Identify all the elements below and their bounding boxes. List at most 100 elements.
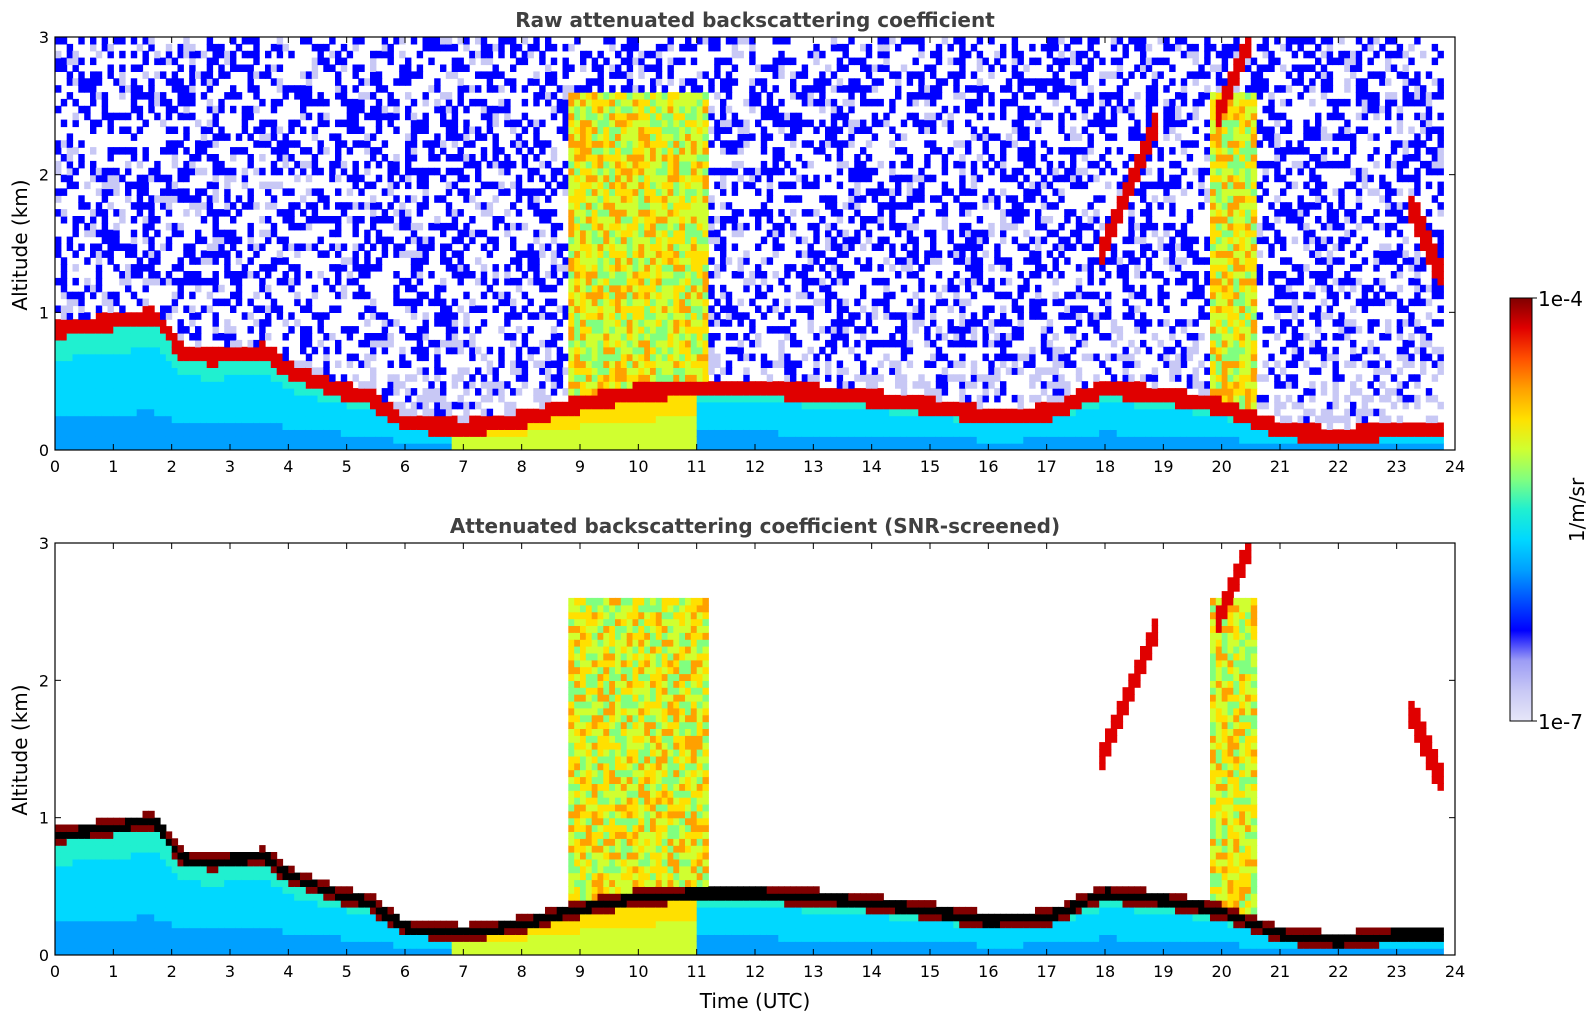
heatmap-cell: [772, 305, 779, 313]
heatmap-cell: [475, 436, 482, 444]
heatmap-cell: [259, 443, 266, 450]
heatmap-cell: [428, 381, 435, 389]
heatmap-cell: [696, 216, 704, 224]
heatmap-cell: [171, 333, 179, 341]
heatmap-cell: [352, 43, 359, 52]
heatmap-cell: [195, 394, 202, 403]
heatmap-cell: [597, 374, 604, 382]
heatmap-cell: [673, 147, 680, 155]
heatmap-cell: [731, 188, 739, 196]
heatmap-cell: [428, 236, 435, 245]
heatmap-cell: [405, 167, 412, 176]
heatmap-cell: [778, 71, 785, 79]
heatmap-cell: [550, 374, 558, 382]
heatmap-cell: [574, 112, 581, 121]
heatmap-cell: [451, 126, 459, 134]
heatmap-cell: [492, 271, 499, 279]
heatmap-cell: [142, 394, 149, 403]
heatmap-cell: [107, 388, 114, 396]
heatmap-cell: [475, 443, 482, 450]
heatmap-cell: [498, 422, 505, 430]
heatmap-cell: [515, 119, 523, 128]
heatmap-cell: [195, 229, 202, 238]
heatmap-cell: [276, 43, 284, 52]
heatmap-cell: [364, 140, 371, 148]
heatmap-cell: [305, 271, 313, 279]
heatmap-cell: [667, 174, 674, 183]
heatmap-cell: [673, 250, 680, 258]
heatmap-cell: [265, 381, 272, 389]
heatmap-cell: [609, 188, 616, 196]
heatmap-cell: [125, 415, 132, 424]
heatmap-cell: [644, 436, 651, 444]
heatmap-cell: [638, 264, 645, 272]
heatmap-cell: [323, 394, 330, 403]
heatmap-cell: [364, 339, 371, 348]
heatmap-cell: [148, 429, 155, 437]
heatmap-cell: [807, 250, 814, 258]
heatmap-cell: [60, 436, 68, 444]
heatmap-cell: [230, 147, 237, 155]
heatmap-cell: [358, 243, 365, 251]
heatmap-cell: [480, 112, 488, 121]
heatmap-cell: [580, 160, 587, 169]
heatmap-cell: [399, 78, 406, 86]
heatmap-cell: [165, 112, 173, 121]
heatmap-cell: [696, 98, 704, 107]
heatmap-cell: [655, 243, 663, 251]
heatmap-cell: [708, 284, 715, 293]
heatmap-cell: [352, 250, 359, 258]
heatmap-cell: [352, 202, 359, 210]
heatmap-cell: [230, 277, 237, 286]
heatmap-cell: [510, 298, 517, 307]
heatmap-cell: [375, 98, 383, 107]
heatmap-cell: [90, 408, 97, 417]
heatmap-cell: [702, 126, 709, 134]
heatmap-cell: [154, 250, 161, 258]
heatmap-cell: [609, 353, 616, 362]
heatmap-cell: [177, 43, 184, 52]
heatmap-cell: [60, 443, 68, 450]
heatmap-cell: [142, 305, 149, 313]
heatmap-cell: [644, 422, 651, 430]
heatmap-cell: [183, 367, 190, 375]
heatmap-cell: [615, 360, 622, 368]
heatmap-cell: [189, 43, 196, 52]
heatmap-cell: [510, 415, 517, 424]
heatmap-cell: [66, 333, 74, 341]
heatmap-cell: [247, 257, 254, 265]
heatmap-cell: [475, 133, 482, 141]
heatmap-cell: [486, 436, 494, 444]
heatmap-cell: [381, 216, 389, 224]
heatmap-cell: [515, 436, 523, 444]
heatmap-cell: [253, 388, 260, 396]
heatmap-cell: [702, 216, 709, 224]
heatmap-cell: [737, 339, 744, 348]
heatmap-cell: [725, 291, 733, 300]
heatmap-cell: [574, 167, 581, 176]
heatmap-cell: [78, 71, 85, 79]
heatmap-cell: [480, 98, 488, 107]
heatmap-cell: [486, 160, 494, 169]
heatmap-cell: [568, 85, 575, 93]
heatmap-cell: [428, 388, 435, 396]
heatmap-cell: [725, 367, 733, 375]
heatmap-cell: [644, 353, 651, 362]
heatmap-cell: [125, 436, 132, 444]
heatmap-cell: [282, 346, 289, 355]
heatmap-cell: [329, 388, 336, 396]
heatmap-cell: [428, 422, 435, 430]
heatmap-cell: [655, 388, 663, 396]
heatmap-cell: [650, 92, 657, 100]
heatmap-cell: [370, 222, 377, 231]
heatmap-cell: [259, 126, 266, 134]
heatmap-cell: [603, 443, 610, 450]
heatmap-cell: [235, 388, 243, 396]
heatmap-cell: [667, 422, 674, 430]
heatmap-cell: [235, 236, 243, 245]
heatmap-cell: [230, 401, 237, 410]
heatmap-cell: [650, 209, 657, 217]
heatmap-cell: [323, 333, 330, 341]
heatmap-cell: [807, 181, 814, 190]
heatmap-cell: [381, 105, 389, 114]
